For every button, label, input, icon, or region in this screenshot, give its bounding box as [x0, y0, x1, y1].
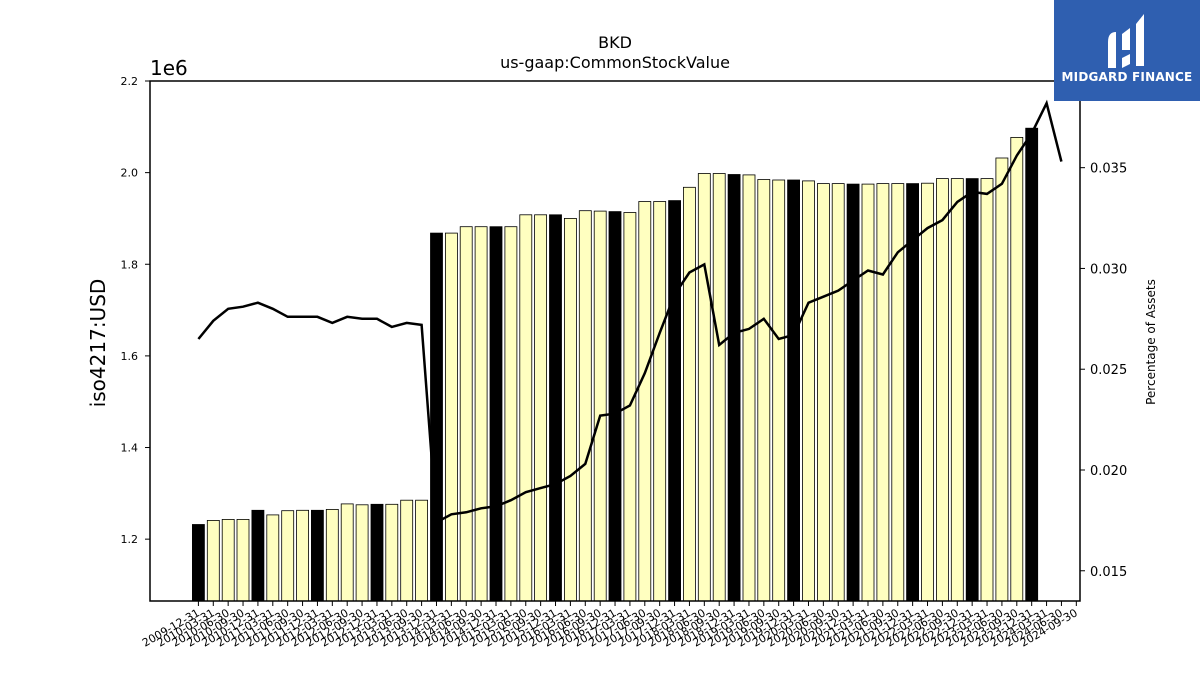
bar: [995, 157, 1009, 602]
bar: [221, 519, 235, 602]
y-tick-label: 1.2: [121, 533, 139, 546]
bar: [400, 499, 414, 602]
bar: [459, 226, 473, 602]
bar: [921, 182, 934, 602]
y-tick-label: 1.8: [121, 258, 139, 271]
bar: [772, 179, 786, 602]
bar: [251, 509, 265, 602]
bar: [415, 499, 429, 602]
bar: [1025, 127, 1039, 602]
bar: [653, 201, 667, 602]
bar: [831, 183, 845, 602]
bar: [950, 178, 964, 602]
bar: [817, 183, 830, 602]
bar: [578, 210, 592, 602]
percentage-line: [197, 99, 1063, 525]
midgard-logo-icon: [1108, 14, 1144, 68]
bar: [683, 186, 696, 602]
bar: [191, 524, 205, 602]
y2-tick-label: 0.035: [1090, 162, 1127, 177]
logo-text: MIDGARD FINANCE: [1061, 70, 1193, 84]
bar: [980, 178, 994, 602]
y2-tick-label: 0.015: [1090, 565, 1127, 580]
left-axis-ticks: 1.2 1.4 1.6 1.8 2.0 2.2: [121, 75, 150, 546]
y-offset-label: 1e6: [150, 56, 188, 80]
bar: [266, 514, 280, 602]
bar: [757, 179, 771, 602]
bar: [489, 226, 503, 602]
bar: [340, 503, 354, 602]
y2-axis-label: Percentage of Assets: [1144, 279, 1158, 405]
bar: [281, 510, 295, 602]
y-tick-label: 1.6: [121, 350, 139, 363]
bar: [697, 173, 711, 602]
bar: [549, 214, 562, 602]
bar: [891, 183, 905, 602]
bar: [846, 183, 860, 602]
bar: [504, 226, 518, 602]
y2-tick-label: 0.025: [1090, 363, 1127, 378]
bar: [861, 183, 875, 602]
chart-title: BKD: [598, 33, 632, 52]
bar: [474, 226, 488, 602]
midgard-finance-logo: MIDGARD FINANCE: [1054, 0, 1200, 101]
bar: [727, 174, 741, 602]
y2-tick-label: 0.020: [1090, 464, 1127, 479]
bar: [876, 183, 890, 602]
bar-series: [191, 127, 1039, 602]
bar: [236, 519, 250, 602]
bar: [534, 214, 547, 602]
bar: [787, 179, 800, 602]
bar: [638, 201, 652, 602]
bar: [668, 200, 681, 602]
chart-subtitle: us-gaap:CommonStockValue: [500, 53, 730, 72]
bar: [712, 173, 726, 602]
bar: [385, 503, 399, 602]
y-tick-label: 1.4: [121, 442, 139, 455]
bar: [906, 183, 919, 602]
y2-tick-label: 0.030: [1090, 262, 1127, 277]
bar: [742, 174, 756, 602]
bar: [1010, 136, 1024, 602]
bar: [608, 211, 622, 602]
bar: [206, 520, 220, 602]
bar: [296, 509, 310, 602]
y-tick-label: 2.2: [121, 75, 139, 88]
bar: [310, 509, 324, 602]
bar: [802, 180, 815, 602]
bar: [430, 232, 443, 602]
x-axis-ticks: 2009-12-312010-03-312010-06-302010-09-30…: [140, 601, 1080, 650]
right-axis-ticks: 0.015 0.020 0.025 0.030 0.035: [1080, 162, 1127, 580]
bar: [370, 503, 384, 602]
bar: [593, 210, 607, 602]
bar: [355, 504, 369, 602]
bar: [965, 178, 979, 602]
y-axis-label: iso4217:USD: [86, 279, 110, 408]
bar: [444, 232, 458, 602]
bar: [936, 178, 949, 602]
bar: [564, 217, 577, 602]
y-tick-label: 2.0: [121, 167, 139, 180]
bar: [519, 214, 533, 602]
bar: [325, 508, 339, 602]
